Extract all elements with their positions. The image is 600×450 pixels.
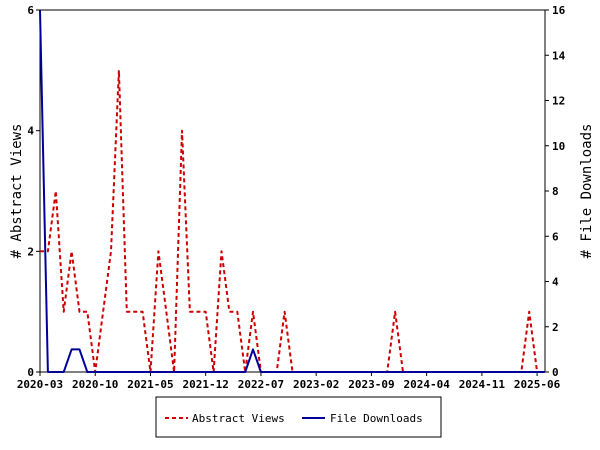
- file-downloads-line: [39, 9, 545, 373]
- x-tick-label: 2021-12: [183, 378, 229, 391]
- x-tick-label: 2024-04: [403, 378, 450, 391]
- right-y-tick-label: 16: [552, 4, 566, 17]
- legend-box: [155, 396, 442, 438]
- left-y-tick-label: 0: [27, 366, 34, 379]
- right-axis-title: # File Downloads: [579, 124, 595, 259]
- left-y-tick-label: 6: [27, 4, 34, 17]
- x-tick-label: 2020-03: [17, 378, 63, 391]
- left-axis-title: # Abstract Views: [9, 124, 25, 259]
- right-y-tick-label: 10: [552, 140, 565, 153]
- x-tick-label: 2021-05: [127, 378, 173, 391]
- left-y-tick-label: 2: [27, 245, 34, 258]
- right-y-tick-label: 0: [552, 366, 559, 379]
- x-tick-label: 2023-09: [348, 378, 394, 391]
- x-tick-label: 2023-02: [293, 378, 339, 391]
- legend: Abstract Views File Downloads: [155, 396, 442, 438]
- x-tick-label: 2024-11: [459, 378, 506, 391]
- right-y-tick-label: 2: [552, 321, 559, 334]
- plot-area: [39, 9, 546, 373]
- left-y-axis-ticks: 0 2 4 6: [27, 4, 40, 379]
- left-y-tick-label: 4: [27, 125, 34, 138]
- x-tick-label: 2022-07: [238, 378, 284, 391]
- right-y-tick-label: 14: [552, 49, 566, 62]
- legend-label-file-downloads: File Downloads: [330, 412, 423, 425]
- right-y-tick-label: 4: [552, 276, 559, 289]
- series-layer: [39, 9, 545, 373]
- legend-label-abstract-views: Abstract Views: [192, 412, 285, 425]
- right-y-tick-label: 6: [552, 230, 559, 243]
- x-tick-label: 2025-06: [514, 378, 561, 391]
- right-y-axis-ticks: 0 2 4 6 8 10 12 14 16: [545, 4, 566, 379]
- right-y-tick-label: 12: [552, 95, 565, 108]
- x-axis-ticks: 2020-03 2020-10 2021-05 2021-12 2022-07 2023-…: [17, 372, 561, 391]
- x-tick-label: 2020-10: [72, 378, 118, 391]
- right-y-tick-label: 8: [552, 185, 559, 198]
